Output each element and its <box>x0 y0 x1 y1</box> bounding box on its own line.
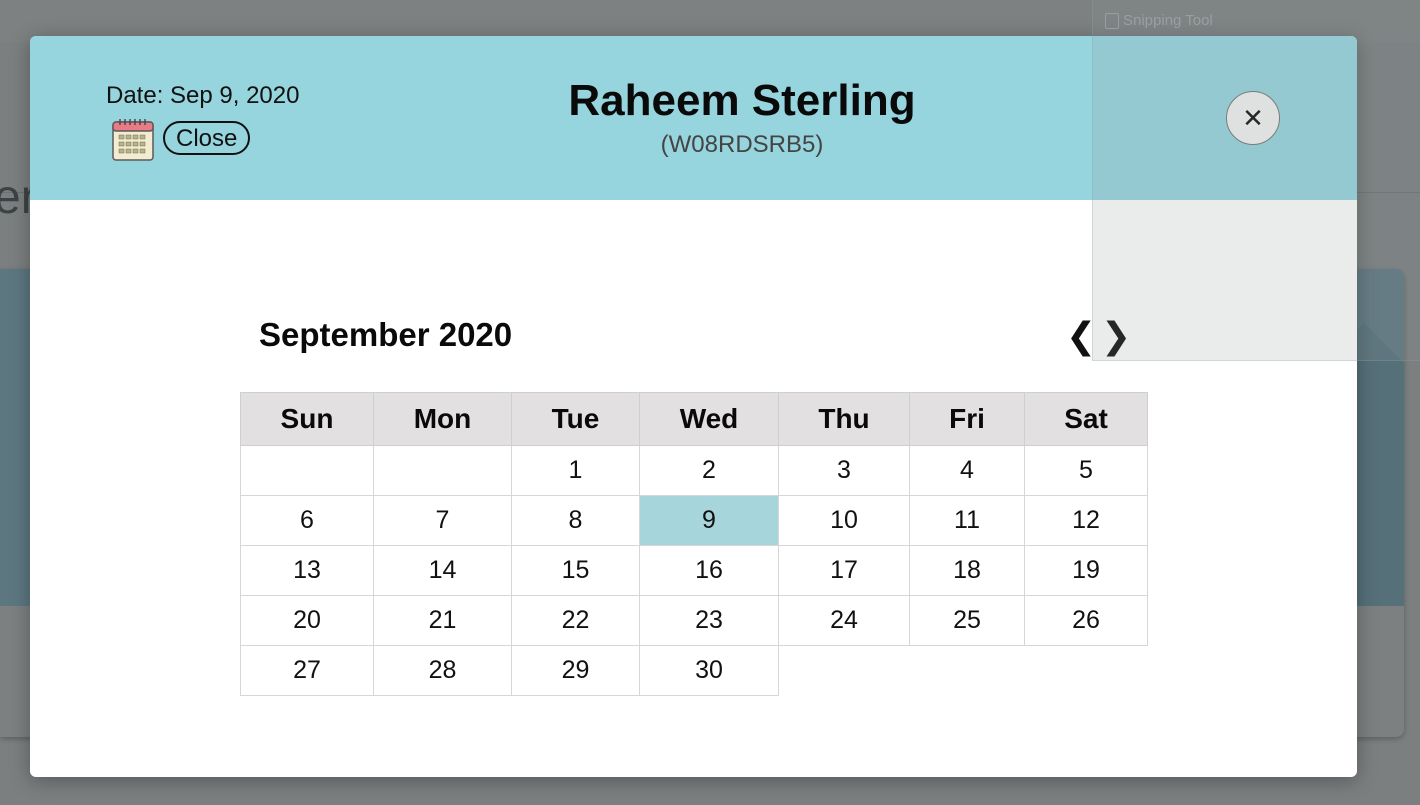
calendar-day-cell[interactable]: 17 <box>778 545 910 596</box>
calendar-day-cell[interactable]: 12 <box>1024 495 1148 546</box>
next-month-button[interactable]: ❯ <box>1101 315 1132 356</box>
calendar-day-cell[interactable]: 10 <box>778 495 910 546</box>
calendar-day-cell[interactable]: 30 <box>639 645 779 696</box>
calendar-day-cell[interactable]: 21 <box>373 595 512 646</box>
calendar-day-cell[interactable]: 1 <box>511 445 640 496</box>
weekday-header: Sat <box>1024 392 1148 446</box>
calendar-day-cell[interactable]: 29 <box>511 645 640 696</box>
calendar-day-cell[interactable]: 26 <box>1024 595 1148 646</box>
modal-close-x-button[interactable]: ✕ <box>1226 91 1280 145</box>
calendar-grid: Sun Mon Tue Wed Thu Fri Sat 1 2 3 4 5 6 7 8 9 10 1… <box>240 392 1148 696</box>
calendar-week-row: 13 14 15 16 17 18 19 <box>240 545 1148 596</box>
calendar-empty-cell <box>910 646 1025 696</box>
calendar-empty-cell <box>1025 646 1148 696</box>
calendar-day-cell[interactable]: 7 <box>373 495 512 546</box>
calendar-day-cell[interactable]: 16 <box>639 545 779 596</box>
calendar-day-cell[interactable]: 3 <box>778 445 910 496</box>
calendar-day-cell[interactable]: 4 <box>909 445 1025 496</box>
calendar-week-row: 6 7 8 9 10 11 12 <box>240 495 1148 546</box>
calendar-week-row: 20 21 22 23 24 25 26 <box>240 595 1148 646</box>
date-label: Date: Sep 9, 2020 <box>106 82 300 109</box>
calendar-day-cell[interactable]: 20 <box>240 595 374 646</box>
player-id: (W08RDSRB5) <box>660 131 824 158</box>
calendar-day-cell[interactable]: 27 <box>240 645 374 696</box>
calendar-day-cell[interactable]: 24 <box>778 595 910 646</box>
calendar-month-title: September 2020 <box>259 316 513 353</box>
calendar-day-cell[interactable]: 25 <box>909 595 1025 646</box>
weekday-header: Mon <box>373 392 512 446</box>
calendar-day-cell[interactable]: 5 <box>1024 445 1148 496</box>
calendar-body: 1 2 3 4 5 6 7 8 9 10 11 12 13 14 15 16 17 18 19 20 21 22 23 24 2… <box>240 445 1148 696</box>
calendar-day-cell[interactable]: 28 <box>373 645 512 696</box>
calendar-day-cell[interactable]: 15 <box>511 545 640 596</box>
weekday-header: Sun <box>240 392 374 446</box>
calendar-empty-cell <box>240 445 374 496</box>
calendar-day-cell[interactable]: 8 <box>511 495 640 546</box>
calendar-day-cell[interactable]: 19 <box>1024 545 1148 596</box>
close-icon: ✕ <box>1242 102 1264 133</box>
calendar-day-cell[interactable]: 18 <box>909 545 1025 596</box>
calendar-day-cell[interactable]: 11 <box>909 495 1025 546</box>
calendar-day-cell[interactable]: 6 <box>240 495 374 546</box>
calendar-day-cell[interactable]: 13 <box>240 545 374 596</box>
weekday-header: Tue <box>511 392 640 446</box>
close-button[interactable]: Close <box>163 121 251 155</box>
weekday-header-row: Sun Mon Tue Wed Thu Fri Sat <box>240 392 1148 446</box>
calendar-day-cell[interactable]: 23 <box>639 595 779 646</box>
player-calendar-modal: Date: Sep 9, 2020 Close Raheem Sterling … <box>30 36 1357 777</box>
player-name: Raheem Sterling <box>568 76 916 125</box>
weekday-header: Wed <box>639 392 779 446</box>
calendar-icon[interactable] <box>112 117 154 161</box>
calendar-empty-cell <box>373 445 512 496</box>
weekday-header: Fri <box>909 392 1025 446</box>
weekday-header: Thu <box>778 392 910 446</box>
calendar-day-cell[interactable]: 9 <box>639 495 779 546</box>
calendar-empty-cell <box>779 646 910 696</box>
modal-header: Date: Sep 9, 2020 Close Raheem Sterling … <box>30 36 1357 200</box>
calendar-day-cell[interactable]: 2 <box>639 445 779 496</box>
calendar-day-cell[interactable]: 14 <box>373 545 512 596</box>
calendar-week-row: 27 28 29 30 <box>240 645 1148 696</box>
prev-month-button[interactable]: ❮ <box>1066 315 1097 356</box>
calendar-day-cell[interactable]: 22 <box>511 595 640 646</box>
